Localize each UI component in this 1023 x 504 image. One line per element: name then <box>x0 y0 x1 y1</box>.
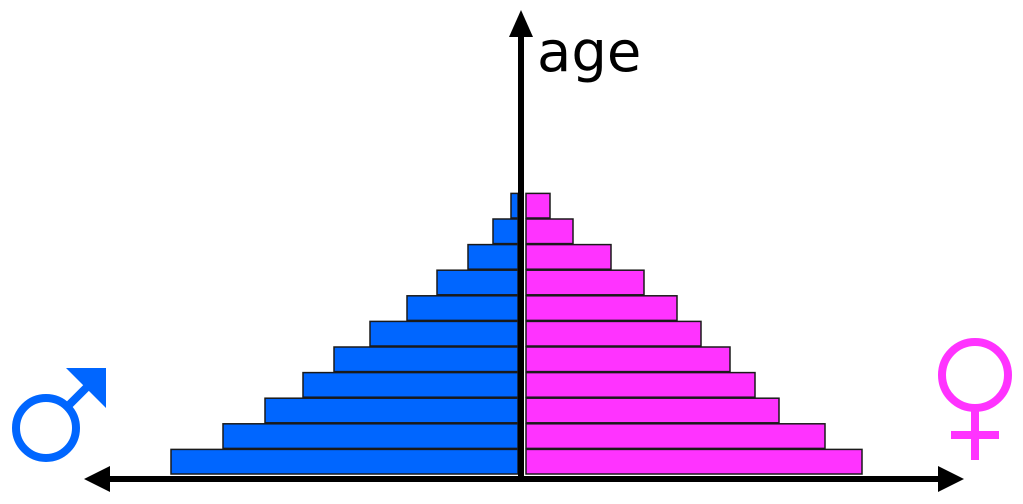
male-bar-age-group-1 <box>170 448 519 475</box>
female-bar-age-group-3 <box>525 397 780 424</box>
female-bar-age-group-10 <box>525 218 574 245</box>
age-axis-label: age <box>537 20 641 85</box>
female-bar-age-group-7 <box>525 295 678 322</box>
male-bar-age-group-2 <box>222 423 519 450</box>
female-bar-age-group-4 <box>525 371 756 398</box>
male-bar-age-group-11 <box>510 192 519 219</box>
female-bar-age-group-2 <box>525 423 826 450</box>
male-bar-age-group-4 <box>302 371 519 398</box>
female-bar-age-group-6 <box>525 320 702 347</box>
female-symbol-icon <box>938 338 1012 460</box>
male-bar-age-group-6 <box>369 320 519 347</box>
male-bar-age-group-7 <box>406 295 519 322</box>
female-bar-age-group-11 <box>525 192 551 219</box>
male-bars-group <box>170 192 519 475</box>
female-bar-age-group-1 <box>525 448 863 475</box>
female-bar-age-group-9 <box>525 243 612 270</box>
male-bar-age-group-9 <box>467 243 519 270</box>
right-axis-arrow-icon <box>938 466 964 492</box>
male-bar-age-group-10 <box>492 218 519 245</box>
age-axis-arrow-icon <box>509 10 533 37</box>
female-bars-group <box>525 192 863 475</box>
male-bar-age-group-5 <box>333 346 519 373</box>
male-bar-age-group-8 <box>436 269 519 296</box>
female-bar-age-group-8 <box>525 269 645 296</box>
male-bar-age-group-3 <box>264 397 519 424</box>
male-symbol-icon <box>12 368 106 462</box>
female-bar-age-group-5 <box>525 346 731 373</box>
left-axis-arrow-icon <box>84 466 110 492</box>
